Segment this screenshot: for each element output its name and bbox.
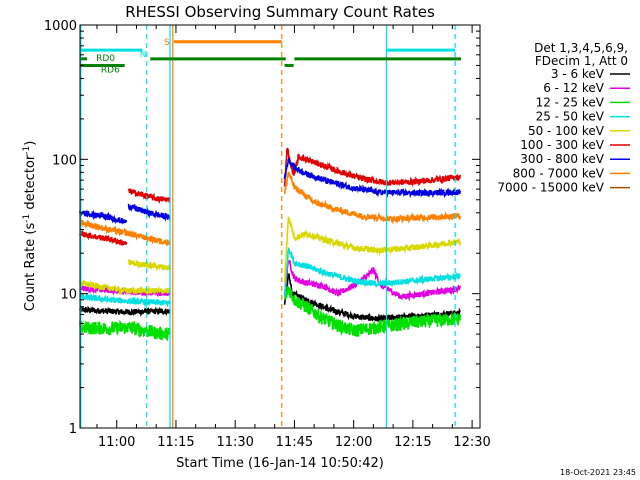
series-100-300-kev-segment-2 <box>127 188 171 204</box>
x-tick-label-3: 11:30 <box>216 435 253 450</box>
legend-label-100-300-kev: 100 - 300 keV <box>520 138 604 152</box>
legend-label-3-6-kev: 3 - 6 keV <box>551 67 605 81</box>
series-300-800-kev-segment-2 <box>127 203 171 222</box>
x-tick-label-7: 12:30 <box>453 435 490 450</box>
footer-date: 18-Oct-2021 23:45 <box>560 468 636 477</box>
y-axis-label-exp-1: -1 <box>22 214 32 223</box>
series-300-800-kev-segment-1 <box>79 209 128 225</box>
series-12-25-kev-segment-1 <box>79 319 171 341</box>
legend-label-25-50-kev: 25 - 50 keV <box>536 110 605 124</box>
series-25-50-kev <box>79 247 461 308</box>
legend-header-1: Det 1,3,4,5,6,9, <box>534 41 628 55</box>
x-tick-label-4: 11:45 <box>276 435 313 450</box>
y-axis-label-suffix: ) <box>23 141 38 146</box>
x-tick-label-1: 11:00 <box>98 435 135 450</box>
plot-frame <box>79 24 481 429</box>
y-axis-label: Count Rate (s-1 detector-1) <box>22 141 38 312</box>
series-12-25-kev-segment-2 <box>284 286 461 337</box>
x-tick-label-2: 11:15 <box>157 435 194 450</box>
series-100-300-kev-segment-3 <box>283 147 461 188</box>
legend: Det 1,3,4,5,6,9,FDecim 1, Att 03 - 6 keV… <box>497 41 630 195</box>
x-tick-label-5: 12:00 <box>335 435 372 450</box>
state-label-rd0: RD0 <box>96 54 115 64</box>
y-tick-label-3: 100 <box>52 153 77 168</box>
x-axis-label: Start Time (16-Jan-14 10:50:42) <box>176 456 384 471</box>
series-100-300-kev-segment-1 <box>79 229 128 246</box>
legend-label-800-7000-kev: 800 - 7000 keV <box>513 166 605 180</box>
state-label-n: N <box>140 50 147 60</box>
series-800-7000-kev <box>79 171 461 246</box>
series-300-800-kev <box>79 157 461 225</box>
y-axis-label-mid: detector <box>23 154 38 214</box>
series-3-6-kev-segment-1 <box>79 305 171 317</box>
y-axis-label-exp-2: -1 <box>22 146 32 155</box>
series-12-25-kev <box>79 286 461 341</box>
y-tick-label-2: 10 <box>60 288 77 303</box>
series-25-50-kev-segment-1 <box>79 292 171 308</box>
series-800-7000-kev-segment-2 <box>283 171 461 225</box>
series-6-12-kev-segment-2 <box>283 259 461 302</box>
axes-layer: 1 10 100 1000 11:00 11:15 11:30 11:45 12:00 12:15… <box>44 19 491 450</box>
legend-label-50-100-kev: 50 - 100 keV <box>528 124 605 138</box>
y-tick-label-4: 1000 <box>44 19 77 34</box>
chart-title: RHESSI Observing Summary Count Rates <box>125 3 435 21</box>
series-50-100-kev-segment-3 <box>283 216 461 283</box>
legend-label-6-12-kev: 6 - 12 keV <box>543 81 605 95</box>
legend-header-2: FDecim 1, Att 0 <box>535 54 628 68</box>
y-tick-label-1: 1 <box>69 422 77 437</box>
legend-label-300-800-kev: 300 - 800 keV <box>520 152 604 166</box>
vertical-lines-layer <box>80 25 456 428</box>
series-300-800-kev-segment-3 <box>283 157 461 199</box>
y-axis-label-prefix: Count Rate (s <box>23 223 38 312</box>
series-800-7000-kev-segment-1 <box>79 218 171 246</box>
series-50-100-kev-segment-1 <box>79 279 171 296</box>
legend-label-7000-15000-kev: 7000 - 15000 keV <box>497 181 604 195</box>
x-tick-label-6: 12:15 <box>394 435 431 450</box>
state-label-s: S <box>164 38 170 48</box>
legend-label-12-25-kev: 12 - 25 keV <box>536 95 605 109</box>
series-25-50-kev-segment-2 <box>283 247 461 297</box>
series-50-100-kev-segment-2 <box>127 258 171 272</box>
state-label-rd6: RD6 <box>101 65 120 75</box>
series-50-100-kev <box>79 216 461 296</box>
series-layer <box>79 147 461 341</box>
series-100-300-kev <box>79 147 461 246</box>
